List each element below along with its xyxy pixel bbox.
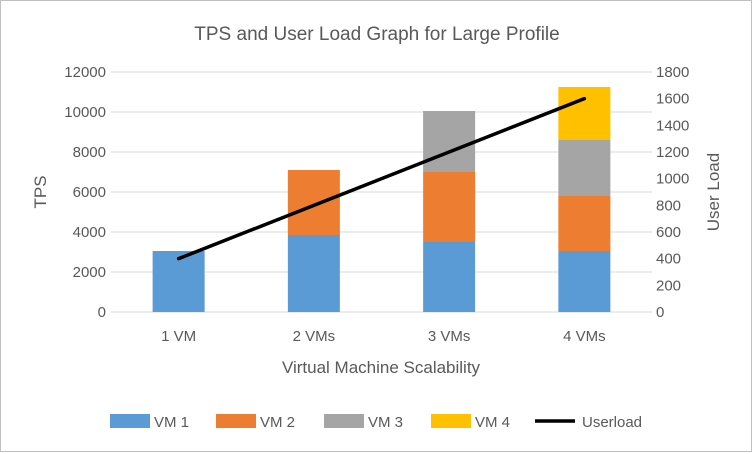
legend-swatch-vm-2 (216, 414, 256, 428)
y-tick-label: 10000 (64, 104, 106, 121)
legend-swatch-vm-1 (110, 414, 150, 428)
x-tick-label: 3 VMs (428, 328, 471, 345)
y2-tick-label: 600 (656, 224, 681, 241)
y-tick-label: 12000 (64, 64, 106, 81)
y2-tick-label: 800 (656, 197, 681, 214)
bar-stacks (152, 87, 611, 312)
bar-vm-3-4 (558, 140, 611, 196)
bar-vm-3-3 (423, 111, 476, 172)
chart-title: TPS and User Load Graph for Large Profil… (194, 24, 559, 45)
y2-tick-label: 400 (656, 251, 681, 268)
y2-tick-label: 1200 (656, 144, 689, 161)
y2-tick-label: 1000 (656, 171, 689, 188)
x-tick-label: 4 VMs (563, 328, 606, 345)
legend-label-vm-4: VM 4 (475, 414, 510, 431)
y2-axis-title: User Load (704, 153, 723, 231)
y2-tick-label: 1600 (656, 91, 689, 108)
y-tick-label: 2000 (73, 264, 106, 281)
bar-vm-2-2 (287, 170, 340, 235)
bar-vm-2-3 (423, 172, 476, 242)
y-axis-title: TPS (31, 175, 50, 208)
y-tick-label: 8000 (73, 144, 106, 161)
y-tick-label: 6000 (73, 184, 106, 201)
legend-swatch-vm-4 (431, 414, 471, 428)
userload-line (176, 96, 587, 261)
y2-tick-label: 0 (656, 304, 664, 321)
bar-vm-1-3 (423, 242, 476, 312)
x-axis-title: Virtual Machine Scalability (282, 358, 481, 377)
y-axis-ticks: 0 2000 4000 6000 8000 10000 12000 (64, 64, 106, 321)
x-axis-ticks: 1 VM 2 VMs 3 VMs 4 VMs (161, 328, 606, 345)
bar-vm-2-4 (558, 196, 611, 251)
legend-label-vm-2: VM 2 (260, 414, 295, 431)
y2-axis-ticks: 0 200 400 600 800 1000 1200 1400 1600 1800 (656, 64, 689, 321)
bar-vm-1-4 (558, 251, 611, 312)
userload-series-line (176, 96, 587, 261)
y-tick-label: 4000 (73, 224, 106, 241)
x-tick-label: 2 VMs (293, 328, 336, 345)
y2-tick-label: 1400 (656, 117, 689, 134)
y2-tick-label: 1800 (656, 64, 689, 81)
bar-vm-1-2 (287, 235, 340, 312)
legend-label-userload: Userload (582, 414, 642, 431)
y-tick-label: 0 (98, 304, 106, 321)
x-tick-label: 1 VM (161, 328, 196, 345)
bar-vm-1-1 (152, 251, 205, 312)
bar-vm-4-4 (558, 87, 611, 140)
legend-label-vm-3: VM 3 (368, 414, 403, 431)
legend-label-vm-1: VM 1 (154, 414, 189, 431)
y2-tick-label: 200 (656, 277, 681, 294)
legend: VM 1 VM 2 VM 3 VM 4 Userload (110, 414, 642, 431)
legend-swatch-vm-3 (324, 414, 364, 428)
